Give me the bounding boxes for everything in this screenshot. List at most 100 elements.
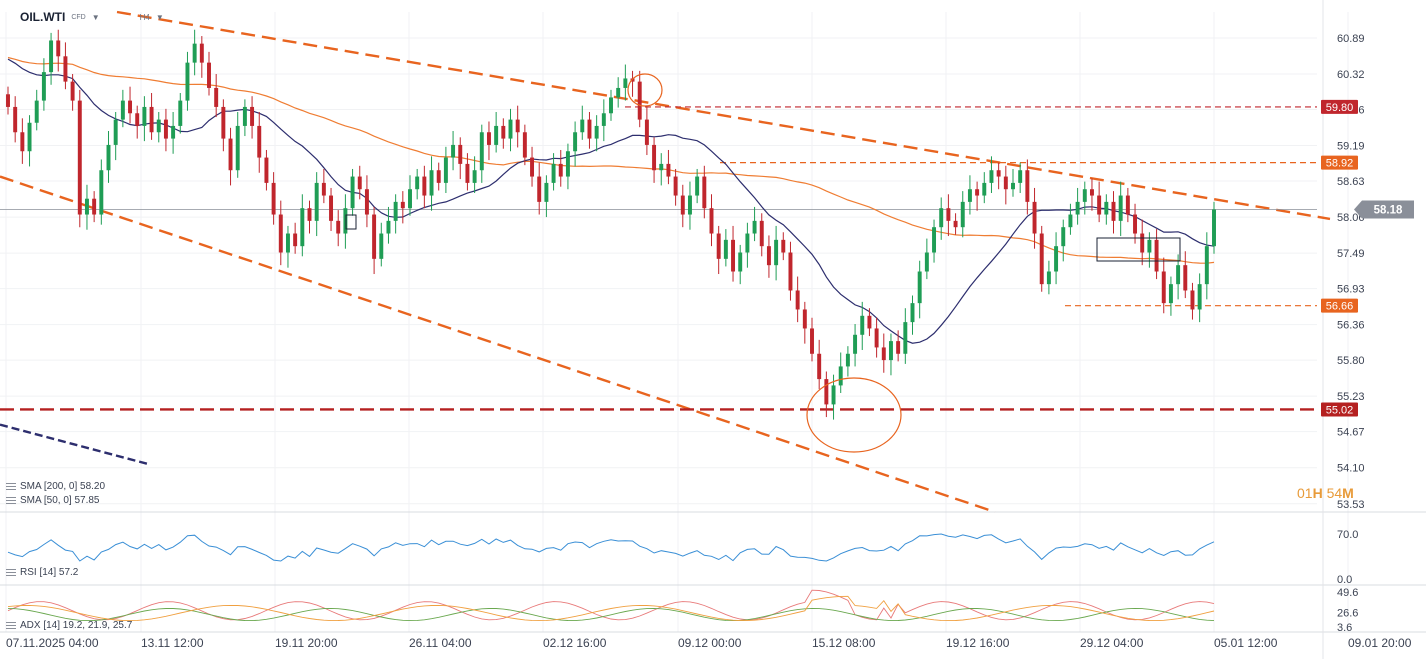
candle-body — [515, 119, 520, 133]
candle-body — [558, 163, 563, 177]
candle-body — [774, 239, 779, 266]
sma50-label: SMA [50, 0] 57.85 — [20, 495, 100, 506]
rsi-line — [7, 533, 1215, 562]
candle-body — [6, 94, 10, 107]
candle-body — [63, 56, 68, 82]
candle-body — [465, 163, 470, 183]
adx-legend[interactable]: ADX [14] 19.2, 21.9, 25.7 — [6, 620, 132, 631]
candle-body — [573, 132, 578, 152]
candle-body — [580, 119, 585, 133]
candle-body — [587, 119, 592, 139]
menu-icon[interactable] — [6, 482, 16, 491]
candle-body — [20, 132, 25, 152]
sma50-legend[interactable]: SMA [50, 0] 57.85 — [6, 495, 100, 506]
candle-body — [1168, 284, 1173, 304]
candle-body — [702, 176, 707, 209]
time-tick-label: 07.11.2025 04:00 — [6, 636, 99, 650]
range-box — [345, 214, 357, 230]
symbol-name[interactable]: OIL.WTI — [20, 10, 66, 24]
adx-tick-label: 3.6 — [1337, 622, 1352, 634]
candle-body — [192, 43, 197, 63]
price-level-badge — [1321, 155, 1358, 170]
candle-body — [185, 62, 190, 101]
di-plus-line — [7, 607, 1215, 622]
candle-body — [235, 125, 240, 171]
time-tick-label: 29.12 04:00 — [1080, 636, 1144, 650]
candle-body — [120, 100, 125, 120]
candlesticks — [6, 29, 1216, 420]
candle-body — [228, 138, 233, 171]
candle-body — [1039, 233, 1044, 285]
price-tick-label: 54.67 — [1337, 427, 1365, 439]
candle-body — [1161, 271, 1166, 304]
candle-body — [436, 170, 441, 183]
timeframe-dropdown-icon[interactable]: ▼ — [155, 12, 164, 22]
candle-body — [415, 176, 420, 190]
candle-body — [77, 100, 82, 215]
candle-body — [472, 170, 477, 183]
lower-trendline — [0, 175, 996, 514]
price-level-badge — [1321, 298, 1358, 313]
candle-body — [1183, 265, 1188, 291]
adx-label: ADX [14] 19.2, 21.9, 25.7 — [20, 620, 133, 631]
candle-body — [99, 170, 104, 215]
candle-body — [1061, 227, 1066, 247]
candle-body — [393, 201, 398, 221]
candle-countdown: 01H 54M — [1297, 485, 1354, 501]
candle-body — [967, 189, 972, 202]
candle-body — [738, 252, 743, 272]
candle-body — [637, 81, 642, 120]
time-tick-label: 26.11 04:00 — [409, 636, 472, 650]
candle-body — [982, 182, 987, 196]
candle-body — [293, 233, 298, 247]
price-tick-label: 60.89 — [1337, 33, 1365, 45]
candle-body — [501, 125, 506, 139]
sma200-legend[interactable]: SMA [200, 0] 58.20 — [6, 481, 105, 492]
candle-body — [996, 170, 1001, 177]
candle-body — [745, 233, 750, 253]
symbol-dropdown-icon[interactable]: ▼ — [91, 12, 100, 22]
sma200-label: SMA [200, 0] 58.20 — [20, 481, 106, 492]
candle-body — [551, 163, 556, 183]
price-tick-label: 55.80 — [1337, 355, 1365, 367]
candle-body — [860, 315, 865, 335]
time-tick-label: 02.12 16:00 — [543, 636, 607, 650]
candle-body — [1003, 176, 1008, 190]
candle-body — [379, 233, 384, 259]
candle-body — [135, 113, 140, 126]
candle-body — [1068, 214, 1073, 228]
countdown-hours: 01 — [1297, 485, 1313, 501]
candle-body — [853, 334, 858, 354]
candle-body — [946, 208, 951, 221]
candle-body — [888, 341, 893, 361]
candle-body — [1212, 209, 1216, 247]
range-box — [1096, 237, 1181, 262]
menu-icon[interactable] — [6, 568, 16, 577]
offscreen-trendline — [0, 423, 151, 466]
candle-body — [932, 227, 937, 253]
candle-body — [810, 328, 814, 354]
candle-body — [250, 106, 255, 126]
candle-body — [443, 157, 448, 183]
chart-header: OIL.WTI CFD ▼ H4 ▼ — [20, 10, 164, 24]
candle-body — [1054, 246, 1059, 272]
menu-icon[interactable] — [6, 621, 16, 630]
price-tick-label: 56.93 — [1337, 284, 1365, 296]
menu-icon[interactable] — [6, 496, 16, 505]
candle-body — [781, 239, 786, 253]
annotations — [345, 73, 1181, 453]
candle-body — [49, 40, 54, 73]
adx-line — [7, 589, 1215, 621]
candle-body — [601, 113, 606, 126]
candle-body — [594, 125, 599, 139]
rsi-legend[interactable]: RSI [14] 57.2 — [6, 567, 78, 578]
candle-body — [802, 309, 807, 329]
timeframe-selector[interactable]: H4 — [139, 12, 150, 22]
candle-body — [171, 125, 176, 139]
price-tick-label: 55.23 — [1337, 391, 1365, 403]
time-tick-label: 09.12 00:00 — [678, 636, 742, 650]
candle-body — [838, 366, 843, 386]
candle-body — [34, 100, 39, 123]
candle-body — [960, 201, 965, 228]
